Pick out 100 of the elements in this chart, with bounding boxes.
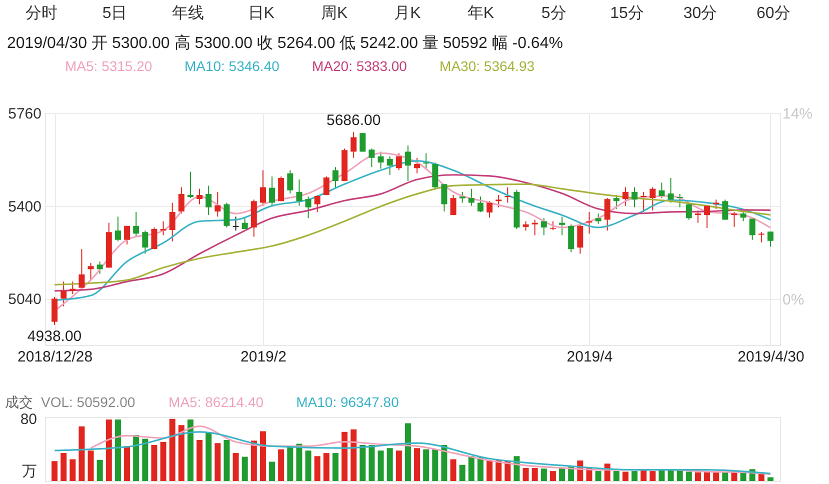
candlestick: [124, 225, 130, 245]
bar: [414, 448, 420, 481]
candlestick: [368, 148, 375, 168]
bar: [269, 462, 276, 481]
bar: [713, 472, 720, 481]
candlestick: [232, 216, 239, 232]
bar: [260, 431, 266, 481]
text: 年K: [467, 5, 494, 22]
candlestick: [314, 194, 320, 212]
bar: [650, 471, 656, 481]
bar: [332, 453, 338, 481]
bar: [342, 432, 348, 481]
candlestick: [749, 218, 756, 240]
bar: [459, 464, 466, 481]
bar: [96, 460, 103, 481]
candlestick: [622, 186, 628, 206]
series-label: VOL: 50592.00: [41, 394, 136, 410]
bar: [676, 470, 683, 481]
bar: [350, 429, 357, 481]
bar: [114, 419, 121, 481]
candlestick: [450, 194, 456, 216]
candlestick: [386, 156, 393, 176]
bar: [477, 457, 484, 481]
bar: [632, 471, 638, 481]
candlestick: [441, 184, 448, 212]
candlestick: [468, 188, 474, 206]
text: 80: [20, 411, 37, 428]
annotation: 5686.00: [326, 112, 381, 130]
bar: [287, 446, 294, 481]
candlestick: [559, 216, 566, 236]
candlestick: [459, 191, 466, 204]
bar: [206, 432, 212, 481]
candlestick: [522, 220, 529, 232]
bar: [559, 468, 566, 481]
candlestick: [540, 218, 547, 236]
bar: [404, 423, 411, 481]
bar: [178, 425, 184, 481]
bar: [432, 449, 438, 481]
bar: [360, 444, 366, 481]
bar: [70, 459, 76, 481]
bar: [740, 472, 746, 481]
candlestick: [414, 157, 420, 174]
bar: [595, 471, 602, 481]
bar: [731, 472, 738, 481]
candlestick: [577, 222, 584, 254]
text: 周K: [320, 5, 348, 22]
candlestick: [287, 170, 294, 194]
candlestick: [477, 196, 484, 212]
bar: [386, 448, 393, 481]
bar: [160, 442, 166, 481]
bar: [378, 450, 384, 481]
candlestick: [178, 186, 184, 214]
bar: [532, 468, 538, 481]
bar: [450, 459, 456, 481]
x-tick-label: 2019/4/30: [738, 348, 804, 366]
candlestick: [686, 202, 692, 220]
bar: [106, 419, 112, 481]
candlestick: [676, 193, 683, 208]
candlestick: [224, 202, 230, 228]
candlestick: [296, 179, 302, 206]
text: MA10: 96347.80: [296, 394, 400, 410]
bar: [550, 471, 556, 481]
candlestick: [151, 226, 158, 250]
bar: [232, 453, 239, 481]
bar: [640, 470, 647, 481]
candlestick: [187, 171, 194, 199]
bar: [441, 444, 448, 481]
text: MA10: 5346.40: [184, 58, 280, 74]
bar: [368, 444, 375, 481]
bar: [169, 418, 176, 481]
candlestick: [160, 220, 166, 236]
candlestick: [595, 213, 602, 224]
bar: [60, 453, 67, 481]
bar: [250, 440, 257, 481]
bar: [305, 450, 312, 481]
candlestick: [96, 260, 103, 274]
bar: [694, 472, 701, 481]
bar: [296, 444, 302, 481]
text: 15分: [610, 5, 644, 22]
candlestick: [532, 219, 538, 236]
candlestick: [704, 204, 710, 228]
text: 5分: [541, 5, 566, 22]
bar: [224, 440, 230, 481]
text: 万: [22, 463, 37, 480]
candlestick: [350, 132, 357, 158]
candlestick: [740, 211, 746, 222]
bar: [242, 456, 248, 481]
candlestick: [142, 230, 148, 254]
bar: [540, 468, 547, 481]
bar: [88, 450, 94, 481]
text: MA30: 5364.93: [440, 58, 535, 74]
candlestick: [60, 281, 67, 307]
text: MA20: 5383.00: [312, 58, 408, 74]
text: MA5: 5315.20: [65, 58, 152, 74]
candlestick: [650, 186, 656, 211]
candlestick: [694, 210, 701, 224]
bar: [124, 446, 130, 481]
annotation: 4938.00: [27, 328, 82, 345]
x-tick-label: 2018/12/28: [17, 348, 93, 366]
text: 月K: [394, 5, 422, 22]
